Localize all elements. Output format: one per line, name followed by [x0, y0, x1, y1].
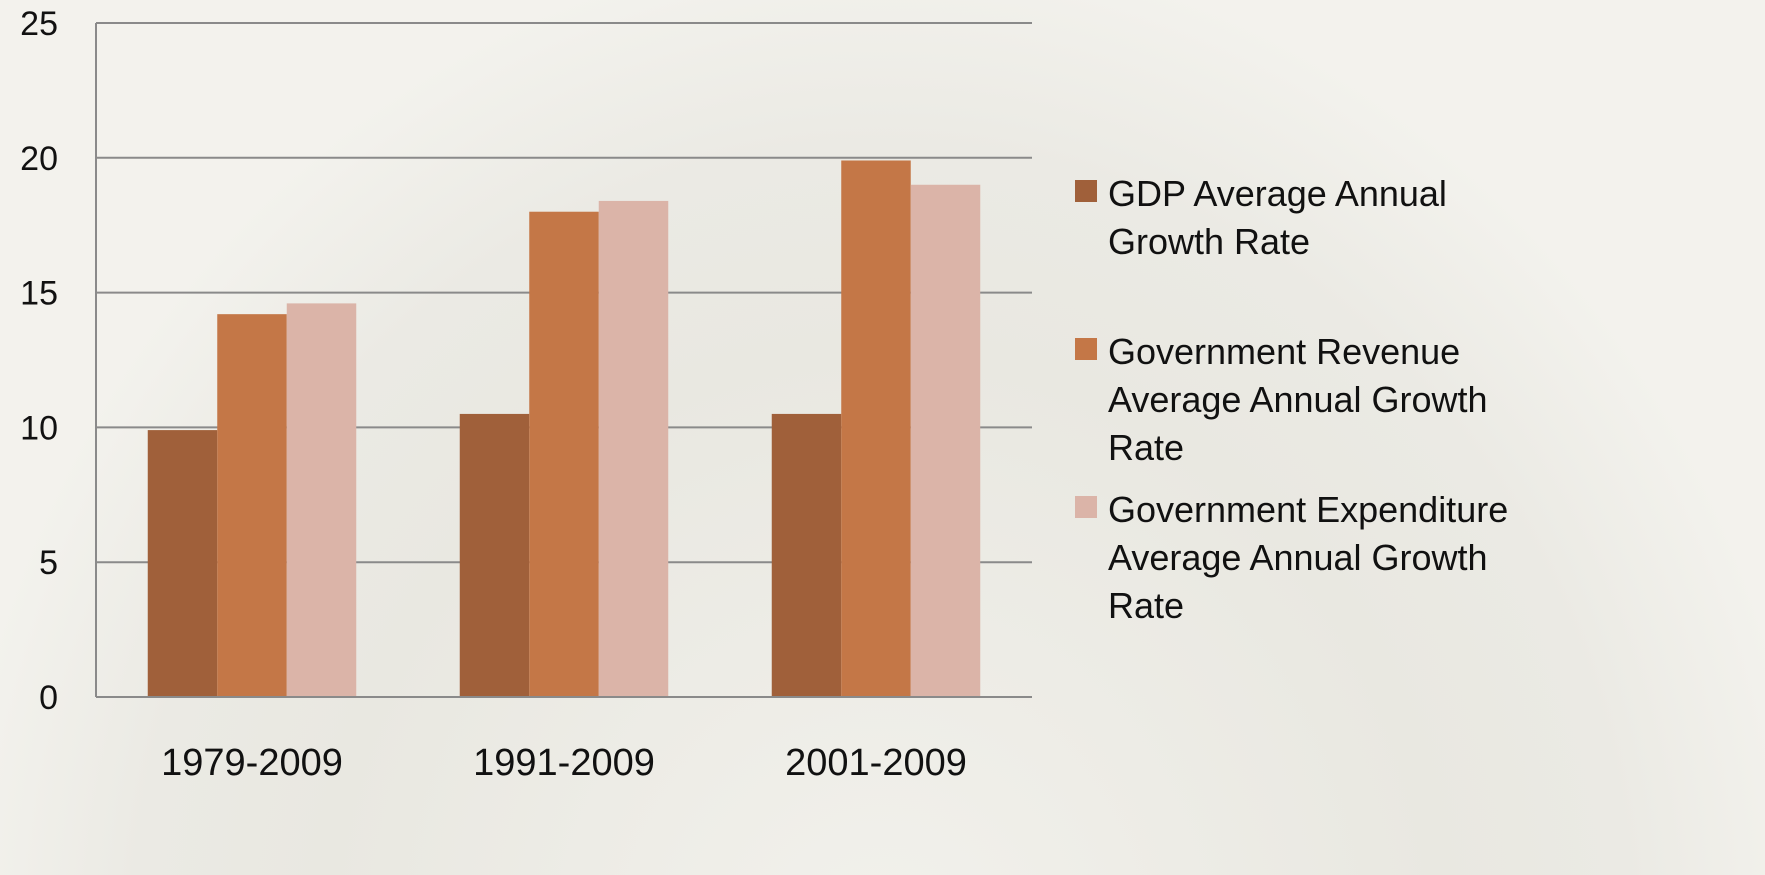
legend: GDP Average Annual Growth Rate Government…: [1075, 0, 1755, 875]
bar: [529, 211, 599, 697]
y-tick-label: 25: [20, 5, 58, 43]
legend-swatch: [1075, 338, 1097, 360]
y-tick-label: 10: [20, 409, 58, 447]
bar: [598, 200, 669, 697]
bar: [459, 413, 530, 697]
bar: [771, 413, 842, 697]
legend-item: Government Expenditure Average Annual Gr…: [1075, 486, 1548, 630]
bar: [286, 303, 357, 697]
x-tick-label: 2001-2009: [785, 742, 967, 784]
x-tick-label: 1979-2009: [161, 742, 343, 784]
legend-swatch: [1075, 496, 1097, 518]
legend-label: Government Expenditure Average Annual Gr…: [1108, 489, 1509, 626]
bar: [147, 430, 218, 697]
bar: [910, 184, 981, 697]
legend-item: GDP Average Annual Growth Rate: [1075, 170, 1548, 266]
y-tick-label: 20: [20, 140, 58, 178]
x-tick-label: 1991-2009: [473, 742, 655, 784]
legend-swatch: [1075, 180, 1097, 202]
bar: [841, 160, 911, 698]
y-tick-label: 15: [20, 275, 58, 313]
y-tick-label: 5: [39, 544, 58, 582]
legend-item: Government Revenue Average Annual Growth…: [1075, 328, 1548, 472]
y-tick-label: 0: [39, 679, 58, 717]
legend-label: GDP Average Annual Growth Rate: [1108, 173, 1447, 262]
bar: [217, 314, 287, 697]
legend-label: Government Revenue Average Annual Growth…: [1108, 331, 1488, 468]
